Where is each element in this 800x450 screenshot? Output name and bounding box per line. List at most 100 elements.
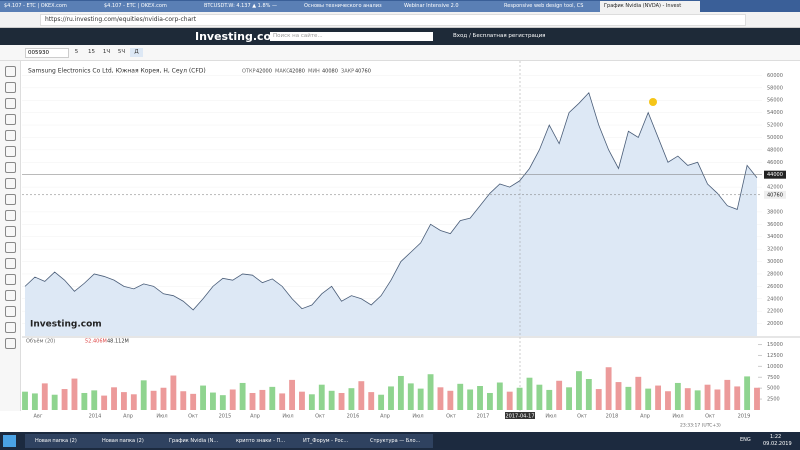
price-marker-box: [764, 190, 786, 199]
tool-icon[interactable]: [5, 226, 16, 237]
y-tick-label: 34000: [767, 234, 783, 240]
volume-bar: [71, 378, 78, 410]
price-marker-label: 44000: [767, 172, 783, 178]
start-button[interactable]: [3, 435, 16, 447]
browser-tab[interactable]: $4.107 - ETC | OKEX.com: [0, 1, 100, 12]
login[interactable]: Вход / Бесплатная регистрация: [453, 33, 546, 39]
volume-bar: [704, 384, 711, 410]
y-tick-label: 38000: [767, 209, 783, 215]
tool-icon[interactable]: [5, 338, 16, 349]
y-tick-label: 36000: [767, 222, 783, 228]
interval-button[interactable]: 5Ч: [117, 49, 126, 55]
volume-bar: [407, 383, 414, 410]
volume-legend: 48.112M: [107, 339, 129, 345]
volume-bar: [41, 383, 48, 410]
volume-bar: [516, 387, 523, 410]
x-tick-label: Июл: [672, 414, 683, 420]
ohlc-value: 40760: [355, 69, 371, 75]
drawing-tools: [0, 61, 21, 411]
tool-icon[interactable]: [5, 322, 16, 333]
chart-toolbar: 005930 5 15 1Ч 5Ч Д: [0, 45, 800, 61]
volume-bar: [556, 380, 563, 410]
volume-bar: [576, 371, 582, 410]
browser-tab[interactable]: BTCUSDT.W: 4.137 ▲ 1.8% —: [200, 1, 300, 12]
tool-icon[interactable]: [5, 146, 16, 157]
crosshair-label-box: [505, 412, 535, 419]
volume-bar: [526, 377, 533, 410]
x-tick-label: Июл: [156, 414, 167, 420]
volume-bar: [210, 392, 216, 410]
price-marker-box: [764, 170, 786, 179]
tool-icon[interactable]: [5, 162, 16, 173]
ohlc-name: ЗАКР: [341, 69, 354, 75]
taskbar-item[interactable]: Новая папка (2): [92, 434, 165, 448]
volume-bar: [180, 391, 187, 410]
volume-bar: [150, 390, 157, 410]
volume-bar: [467, 389, 474, 410]
ohlc-name: МАКС: [275, 69, 290, 75]
tool-icon[interactable]: [5, 274, 16, 285]
taskbar-item[interactable]: Структура — Бло...: [360, 434, 433, 448]
ohlc-name: ОТКР: [242, 69, 256, 75]
tool-icon[interactable]: [5, 98, 16, 109]
y-tick-label: 30000: [767, 259, 783, 265]
interval-button[interactable]: 15: [88, 49, 95, 55]
event-marker: [649, 98, 657, 106]
search[interactable]: Поиск на сайте...: [270, 32, 433, 41]
address-bar: https://ru.investing.com/equities/nvidia…: [0, 12, 800, 28]
x-tick-label: 2016: [347, 414, 360, 420]
x-tick-label: Окт: [188, 414, 198, 420]
browser-tab[interactable]: График Nvidia (NVDA) - Invest: [600, 1, 700, 12]
x-tick-label: 2014: [89, 414, 102, 420]
tool-icon[interactable]: [5, 258, 16, 269]
x-tick-label: Июл: [545, 414, 556, 420]
volume-bar: [625, 386, 632, 410]
tool-icon[interactable]: [5, 290, 16, 301]
tool-icon[interactable]: [5, 306, 16, 317]
tool-icon[interactable]: [5, 178, 16, 189]
tool-icon[interactable]: [5, 130, 16, 141]
volume-bar: [546, 389, 553, 410]
chart: Samsung Electronics Co Ltd, Южная Корея,…: [22, 61, 800, 429]
interval-button[interactable]: 5: [74, 49, 79, 55]
volume-bar: [120, 392, 127, 410]
taskbar-item[interactable]: График Nvidia (N...: [159, 434, 232, 448]
url[interactable]: https://ru.investing.com/equities/nvidia…: [40, 14, 746, 26]
volume-bar: [397, 375, 404, 410]
tool-icon[interactable]: [5, 82, 16, 93]
ohlc-name: МИН: [308, 69, 320, 75]
volume-title: Объём (20): [26, 339, 55, 345]
tool-icon[interactable]: [5, 194, 16, 205]
tool-icon[interactable]: [5, 114, 16, 125]
interval-button[interactable]: 1Ч: [102, 49, 111, 55]
tool-icon[interactable]: [5, 242, 16, 253]
logo[interactable]: Investing.com: [195, 30, 283, 43]
browser-tab[interactable]: Webinar Intensive 2.0: [400, 1, 500, 12]
x-tick-label: Окт: [705, 414, 715, 420]
volume-bar: [200, 385, 206, 410]
symbol[interactable]: 005930: [25, 48, 69, 58]
interval-button[interactable]: Д: [130, 48, 143, 57]
tool-icon[interactable]: [5, 66, 16, 77]
taskbar-item[interactable]: крипто знаки - П...: [226, 434, 299, 448]
volume-bar: [486, 392, 493, 410]
volume-bar: [615, 382, 622, 410]
y-tick-label: 24000: [767, 296, 783, 302]
volume-bar: [566, 387, 572, 410]
x-tick-label: 2018: [606, 414, 619, 420]
browser-tab[interactable]: Responsive web design tool, CS: [500, 1, 600, 12]
volume-bar: [427, 374, 434, 410]
volume-bar: [318, 384, 325, 410]
volume-bar: [51, 394, 58, 410]
volume-bar: [754, 387, 760, 410]
taskbar-item[interactable]: Новая папка (2): [25, 434, 98, 448]
language[interactable]: ENG: [740, 437, 751, 443]
volume-bar: [665, 391, 671, 410]
browser-tab[interactable]: $4.107 - ETC | OKEX.com: [100, 1, 200, 12]
taskbar-item[interactable]: ИТ_Форум - Рос...: [293, 434, 366, 448]
tool-icon[interactable]: [5, 210, 16, 221]
y-tick-label: 20000: [767, 321, 783, 327]
volume-bar: [81, 392, 88, 410]
browser-tab[interactable]: Основы технического анализ: [300, 1, 400, 12]
